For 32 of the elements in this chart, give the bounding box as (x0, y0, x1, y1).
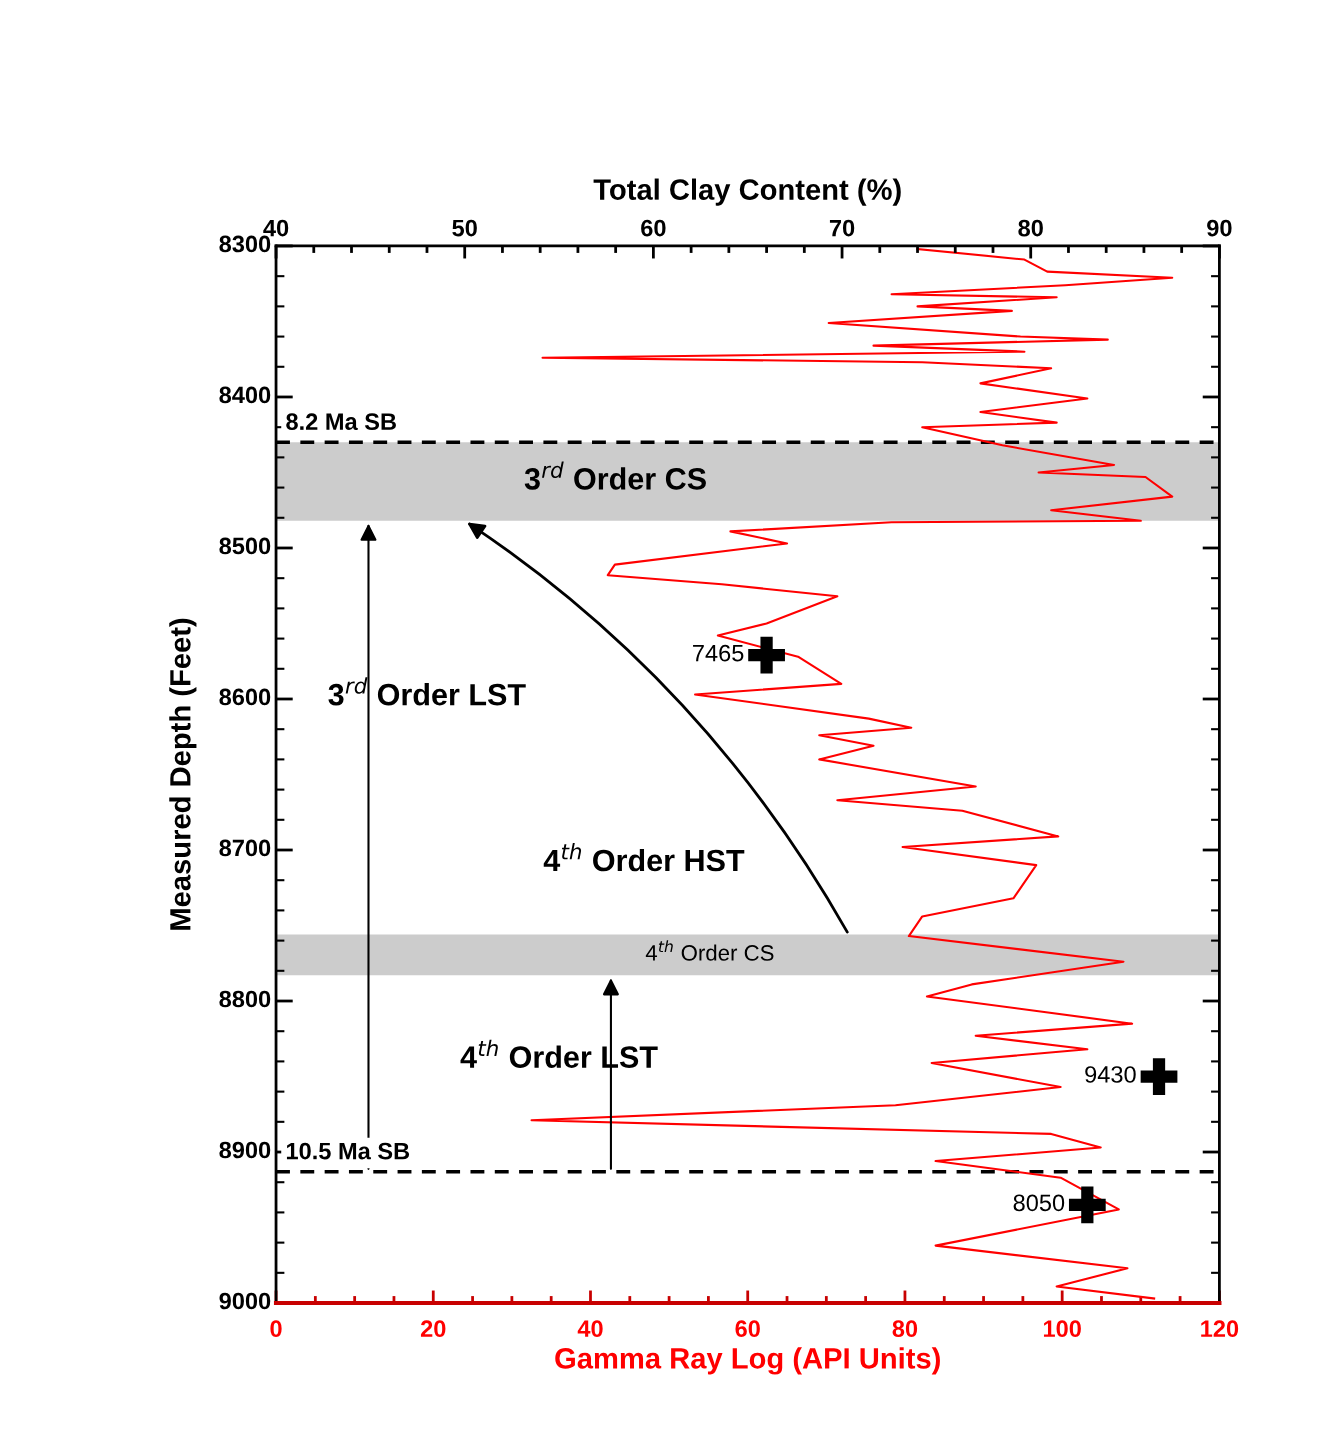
x-tick-label: 100 (1043, 1320, 1081, 1338)
x2-tick-label: 90 (1207, 219, 1232, 237)
x2-tick-label: 40 (263, 219, 289, 237)
annotation: 8050 (1013, 1194, 1065, 1212)
x-tick-label: 60 (735, 1320, 760, 1338)
y-tick-label: 8500 (219, 537, 271, 555)
x2-tick-label: 80 (1018, 219, 1043, 237)
x2-axis-title: Total Clay Content (%) (593, 178, 901, 206)
x2-tick-label: 50 (452, 219, 477, 237)
band-label: 4$^{th}$ Order CS (645, 940, 774, 961)
annotation: 9430 (1085, 1066, 1136, 1083)
y-tick-label: 8400 (219, 386, 271, 404)
y-tick-label: 8600 (219, 688, 271, 706)
y-tick-label: 8800 (219, 990, 271, 1008)
x-tick-label: 20 (420, 1320, 446, 1338)
y-axis-title: Measured Depth (Feet) (169, 618, 197, 930)
x-tick-label: 80 (892, 1320, 918, 1338)
annotation: 4$^{th}$ Order HST (543, 843, 745, 872)
annotation: 7465 (693, 644, 744, 662)
ref-line-label: 8.2 Ma SB (286, 413, 396, 431)
x-tick-label: 0 (270, 1320, 282, 1338)
y-tick-label: 8300 (219, 235, 271, 253)
x2-tick-label: 60 (641, 219, 666, 237)
y-tick-label: 8700 (219, 839, 271, 857)
y-tick-label: 8900 (219, 1141, 271, 1159)
x-axis-title: Gamma Ray Log (API Units) (555, 1347, 940, 1375)
x-tick-label: 40 (577, 1320, 603, 1338)
x-tick-label: 120 (1201, 1320, 1239, 1338)
ref-line-label: 10.5 Ma SB (286, 1142, 410, 1160)
y-tick-label: 9000 (219, 1292, 271, 1310)
band-label: 3$^{rd}$ Order CS (524, 461, 706, 490)
x2-tick-label: 70 (829, 219, 855, 237)
